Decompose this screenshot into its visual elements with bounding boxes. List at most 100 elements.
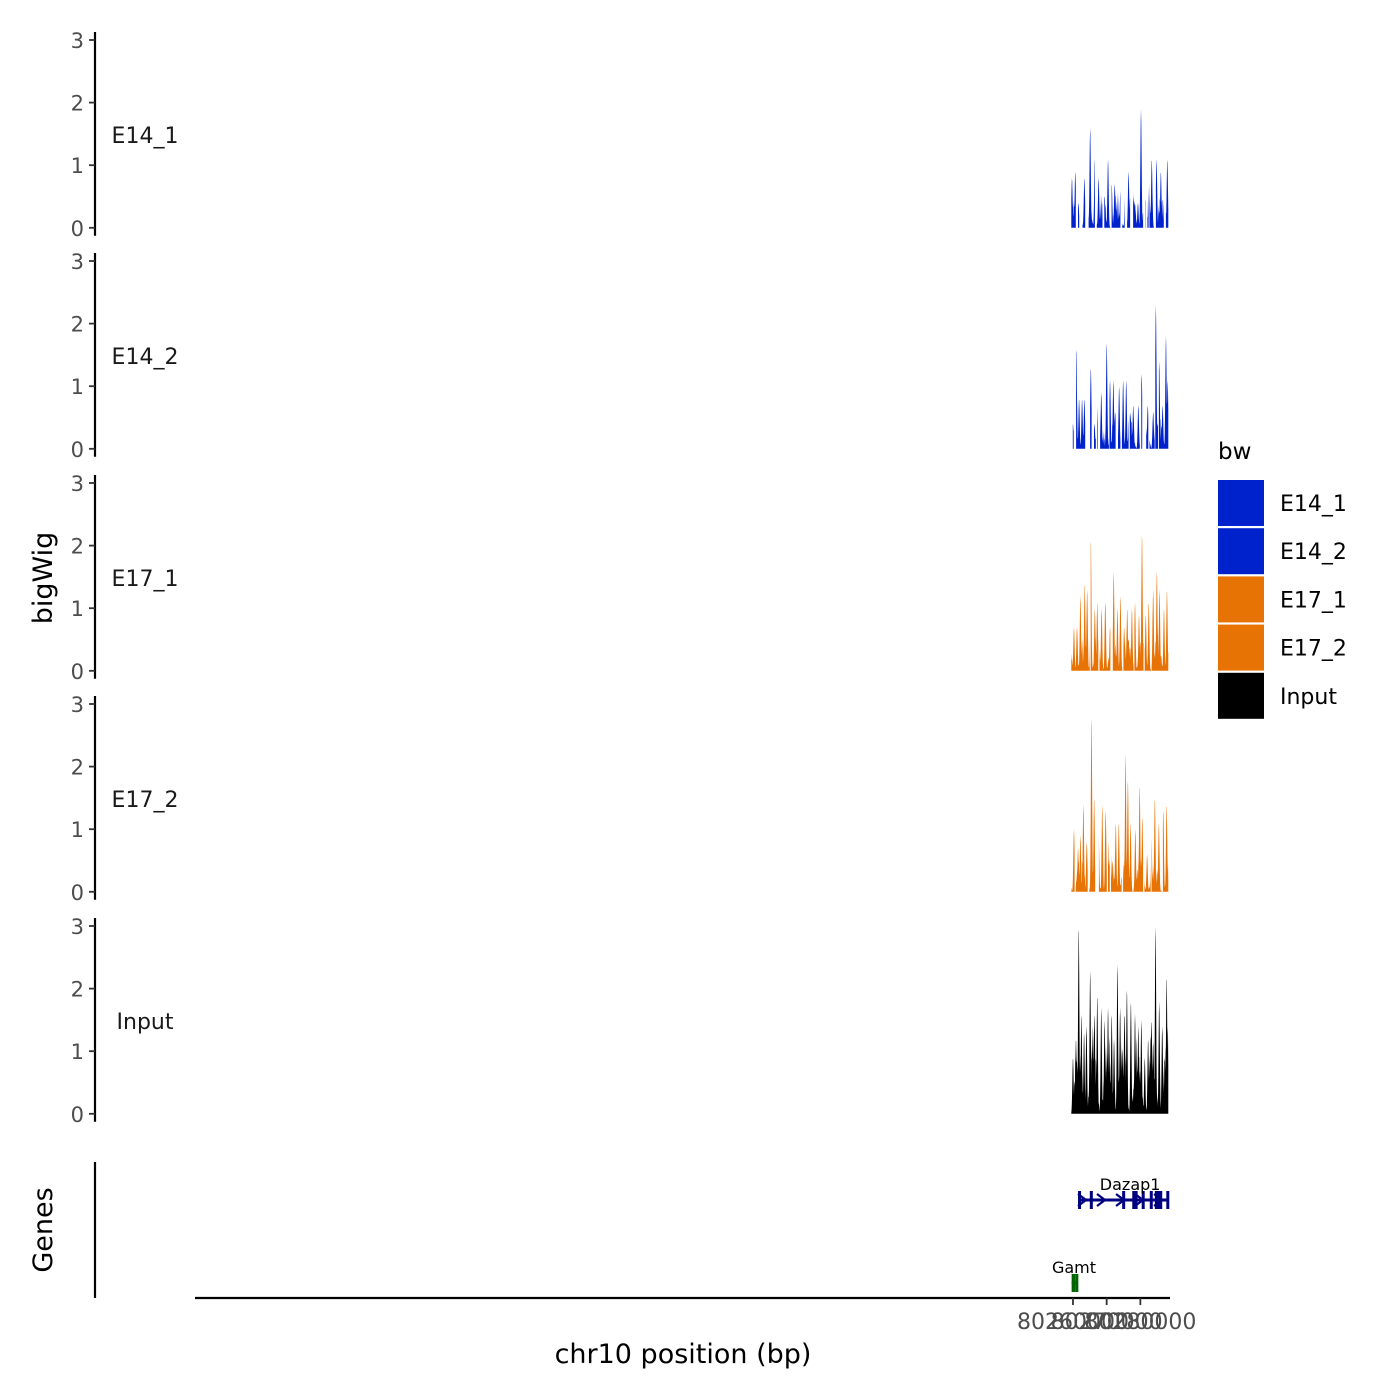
exon [1132,1191,1136,1209]
y-tick-label: 1 [71,154,84,178]
signal-area [1071,829,1075,892]
y-tick-label: 3 [71,915,84,939]
signal-area [1149,411,1155,449]
legend-swatch [1218,480,1264,526]
signal-area [1108,841,1110,892]
gene-label: Dazap1 [1100,1175,1161,1194]
track-Input: 0 1 2 3 Input [71,915,1169,1127]
strand-arrow [1096,1193,1107,1207]
signal-area [1089,718,1096,892]
track-E14_1: 0 1 2 3 E14_1 [71,29,1169,241]
y-tick-label: 2 [71,535,84,559]
gene-label: Gamt [1052,1258,1096,1277]
y-tick-label: 0 [71,881,84,905]
signal-area [1141,374,1143,449]
signal-area [1144,854,1151,892]
y-tick-label: 1 [71,597,84,621]
signal-area [1097,406,1098,449]
x-tick-label: 80270000 [1051,1310,1163,1335]
y-axis-title: bigWig [28,532,59,625]
track-label: E17_2 [112,788,179,813]
y-tick-label: 1 [71,1040,84,1064]
signal-area [1146,405,1149,449]
signal-area [1133,787,1144,892]
signal-area [1100,343,1109,449]
legend-swatch [1218,576,1264,623]
y-tick-label: 0 [71,438,84,462]
exon [1122,1191,1126,1209]
signal-area [1072,424,1074,449]
legend: bw E14_1 E14_2 E17_1 E17_2 Input [1218,439,1347,719]
x-axis-title: chr10 position (bp) [555,1339,812,1370]
y-tick-label: 2 [71,92,84,116]
exon [1154,1191,1158,1209]
track-label: E14_1 [112,124,179,149]
signal-area [1133,108,1144,228]
signal-area [1149,160,1154,228]
signal-area [1094,424,1096,449]
track-label: E14_2 [112,345,179,370]
y-tick-label: 2 [71,978,84,1002]
y-tick-label: 0 [71,217,84,241]
signal-tracks: 0 1 2 3 E14_1 0 1 2 3 E14_2 0 1 2 3 E17_1 0 1 2 3 E17_2 0 1 2 3… [71,29,1169,1127]
signal-area [1165,159,1169,228]
legend-label: Input [1280,685,1337,710]
signal-area [1098,804,1107,892]
exon [1072,1274,1076,1292]
signal-area [1122,197,1125,228]
y-tick-label: 3 [71,29,84,53]
signal-area [1129,405,1140,449]
legend-swatch [1218,624,1264,671]
legend-label: E14_1 [1280,492,1347,517]
exon [1149,1191,1153,1209]
signal-area [1162,806,1169,892]
y-tick-label: 3 [71,472,84,496]
exon [1078,1191,1082,1209]
legend-title: bw [1218,439,1251,465]
track-E17_1: 0 1 2 3 E17_1 [71,472,1169,684]
genes-axis-title: Genes [28,1187,59,1272]
signal-area [1071,585,1090,671]
y-tick-label: 0 [71,1103,84,1127]
signal-area [1104,159,1111,228]
signal-area [1082,178,1086,228]
track-E17_2: 0 1 2 3 E17_2 [71,693,1169,905]
exon [1089,1191,1093,1209]
signal-area [1151,571,1169,671]
signal-area [1090,369,1092,449]
signal-area [1134,534,1144,671]
legend-label: E14_2 [1280,540,1347,565]
signal-area [1123,754,1133,892]
signal-area [1155,159,1164,228]
exon [1075,1274,1079,1292]
signal-area [1090,542,1099,671]
track-label: E17_1 [112,567,179,592]
signal-area [1151,800,1162,892]
track-E14_2: 0 1 2 3 E14_2 [71,250,1169,462]
y-tick-label: 3 [71,250,84,274]
track-label: Input [117,1010,174,1035]
x-tick-label: 80280000 [1084,1310,1196,1335]
signal-area [1096,177,1103,228]
signal-area [1121,380,1129,449]
signal-area [1109,380,1116,449]
exon [1156,1191,1160,1209]
y-tick-label: 2 [71,756,84,780]
gene-Dazap1: Dazap1 [1077,1175,1170,1209]
y-tick-label: 1 [71,818,84,842]
gene-Gamt: Gamt [1052,1258,1096,1292]
exon [1166,1191,1170,1209]
signal-area [1099,602,1111,671]
signal-area [1118,386,1121,449]
signal-area [1112,570,1123,671]
y-tick-label: 0 [71,660,84,684]
exon [1141,1191,1145,1209]
x-tick-label: 80260000 [1017,1310,1129,1335]
legend-swatch [1218,528,1264,575]
signal-area [1078,203,1080,228]
y-tick-label: 3 [71,693,84,717]
signal-area [1071,172,1076,228]
y-tick-label: 1 [71,375,84,399]
